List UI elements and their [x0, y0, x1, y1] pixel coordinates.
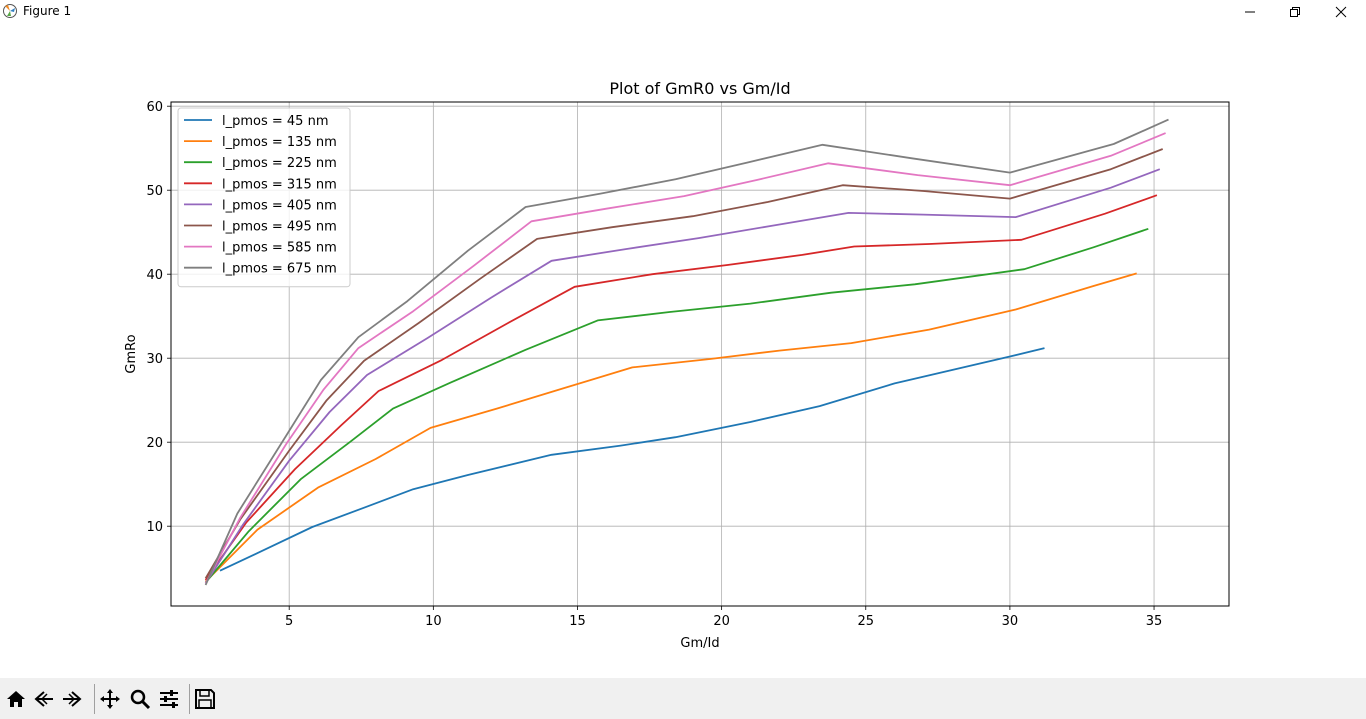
- series-lines: [204, 118, 1169, 586]
- y-tick-label: 30: [146, 352, 163, 367]
- axes-frame: [170, 101, 1230, 607]
- x-tick-label: 20: [713, 614, 730, 629]
- legend-entry: l_pmos = 315 nm: [222, 177, 337, 192]
- matplotlib-logo-icon: [3, 4, 17, 18]
- series-line-1: [219, 347, 1045, 572]
- legend-entry: l_pmos = 405 nm: [222, 198, 337, 213]
- series-line-2: [204, 272, 1137, 583]
- y-tick-label: 50: [146, 184, 163, 199]
- y-tick-label: 60: [146, 100, 163, 115]
- forward-button[interactable]: [60, 687, 84, 711]
- configure-subplots-button[interactable]: [157, 687, 181, 711]
- pan-button[interactable]: [98, 687, 122, 711]
- window-title: Figure 1: [23, 4, 72, 18]
- series-line-8: [204, 118, 1169, 586]
- x-tick-label: 25: [857, 614, 874, 629]
- legend-entry: l_pmos = 135 nm: [222, 135, 337, 150]
- series-line-7: [204, 132, 1166, 584]
- x-tick-label: 10: [425, 614, 442, 629]
- y-axis-label: GmRo: [124, 334, 139, 373]
- x-tick-label: 15: [569, 614, 586, 629]
- x-tick-label: 30: [1002, 614, 1019, 629]
- x-ticks: 5 10 15 20 25 30 35: [285, 606, 1162, 629]
- y-ticks: 10 20 30 40 50 60: [146, 100, 171, 535]
- forward-arrow-icon: [63, 691, 82, 707]
- restore-button[interactable]: [1272, 0, 1318, 23]
- series-line-6: [204, 148, 1164, 579]
- y-tick-label: 20: [146, 436, 163, 451]
- series-line-3: [204, 227, 1149, 584]
- save-button[interactable]: [193, 687, 217, 711]
- home-button[interactable]: [4, 687, 28, 711]
- move-icon: [100, 689, 120, 709]
- figure-canvas[interactable]: 5 10 15 20 25 30 35 10 20 30 40 50 60 Plot of GmR0 …: [0, 23, 1366, 678]
- y-tick-label: 40: [146, 268, 163, 283]
- series-line-5: [204, 168, 1161, 584]
- zoom-button[interactable]: [128, 687, 152, 711]
- legend-entry: l_pmos = 225 nm: [222, 156, 337, 171]
- legend: l_pmos = 45 nm l_pmos = 135 nm l_pmos = 22…: [177, 107, 351, 288]
- chart-title: Plot of GmR0 vs Gm/Id: [609, 79, 790, 98]
- line-chart: 5 10 15 20 25 30 35 10 20 30 40 50 60 Plot of GmR0 …: [124, 79, 1230, 651]
- navigation-toolbar: [0, 678, 1366, 719]
- back-button[interactable]: [32, 687, 56, 711]
- legend-entry: l_pmos = 675 nm: [222, 262, 337, 277]
- close-icon: [1335, 6, 1347, 17]
- x-tick-label: 35: [1146, 614, 1163, 629]
- minimize-button[interactable]: [1227, 0, 1273, 23]
- home-icon: [7, 691, 25, 707]
- title-bar: Figure 1: [0, 0, 1366, 23]
- toolbar-separator: [189, 684, 190, 714]
- close-button[interactable]: [1318, 0, 1364, 23]
- magnifier-icon: [130, 689, 151, 710]
- x-tick-label: 5: [285, 614, 293, 629]
- back-arrow-icon: [34, 691, 53, 707]
- restore-icon: [1290, 6, 1300, 17]
- toolbar-separator: [94, 684, 95, 714]
- legend-entry: l_pmos = 585 nm: [222, 241, 337, 256]
- minimize-icon: [1245, 11, 1255, 12]
- grid-lines: [171, 102, 1229, 606]
- legend-entry: l_pmos = 495 nm: [222, 220, 337, 235]
- y-tick-label: 10: [146, 520, 163, 535]
- legend-entry: l_pmos = 45 nm: [222, 114, 329, 129]
- series-line-4: [204, 194, 1158, 581]
- floppy-disk-icon: [195, 689, 215, 709]
- x-axis-label: Gm/Id: [680, 636, 719, 651]
- legend-box: [177, 107, 351, 288]
- sliders-icon: [160, 690, 178, 708]
